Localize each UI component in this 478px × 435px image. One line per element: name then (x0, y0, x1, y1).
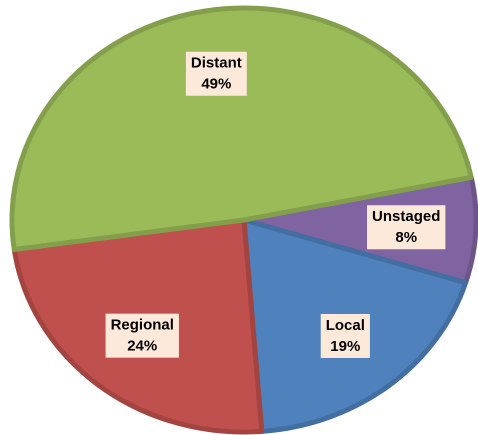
slice-percent: 19% (330, 338, 360, 355)
pie-slice (9, 5, 474, 253)
label-box (320, 313, 370, 358)
slice-name: Unstaged (372, 208, 440, 225)
data-label: Local 19% (320, 313, 370, 358)
slice-percent: 24% (127, 338, 157, 355)
slice-percent: 8% (395, 229, 417, 246)
data-label: Unstaged 8% (367, 205, 446, 250)
slice-percent: 49% (201, 76, 231, 93)
data-label: Distant 49% (185, 51, 247, 96)
slice-name: Distant (191, 55, 242, 72)
slice-name: Regional (111, 317, 174, 334)
pie-slice (241, 174, 478, 286)
slice-name: Local (326, 317, 365, 334)
label-box (105, 313, 179, 358)
label-box (185, 51, 247, 96)
data-label: Regional 24% (105, 313, 179, 358)
label-box (367, 205, 446, 250)
